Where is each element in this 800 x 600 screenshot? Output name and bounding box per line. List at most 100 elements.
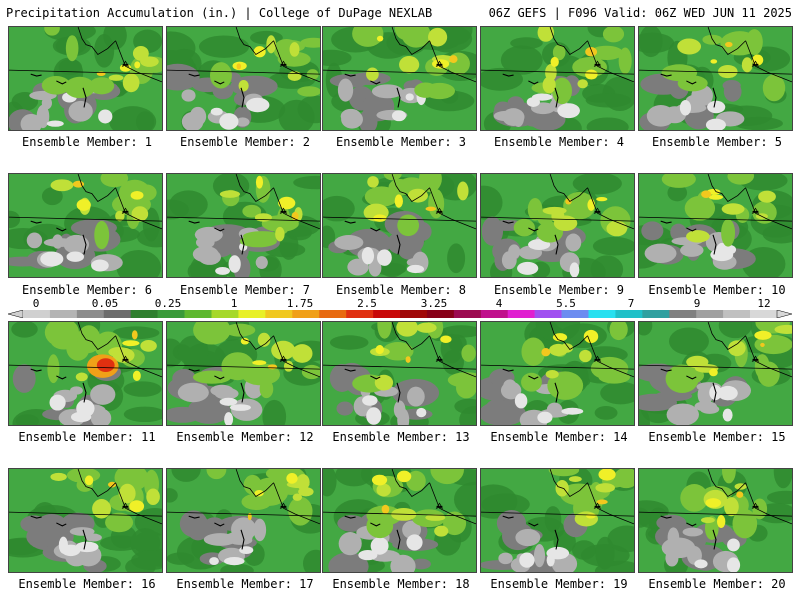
- colorbar-tick-label: 3.25: [420, 297, 448, 310]
- precip-map: [167, 322, 320, 425]
- colorbar-swatch: [238, 310, 266, 318]
- colorbar-swatch: [319, 310, 347, 318]
- colorbar-swatch: [76, 310, 105, 318]
- precip-map: [9, 469, 162, 572]
- precip-map: [481, 469, 634, 572]
- colorbar-swatch: [561, 310, 589, 318]
- precip-map: [639, 322, 792, 425]
- colorbar-tick-label: 0.05: [91, 297, 119, 310]
- colorbar-swatch: [534, 310, 562, 318]
- precip-map: [639, 469, 792, 572]
- colorbar-swatch: [507, 310, 535, 318]
- precip-map: [323, 469, 476, 572]
- colorbar-swatch: [292, 310, 320, 318]
- ensemble-panel: [8, 321, 163, 426]
- precip-map: [323, 27, 476, 130]
- precip-map: [9, 27, 162, 130]
- colorbar-swatch: [588, 310, 616, 318]
- colorbar-swatch: [750, 310, 778, 318]
- colorbar-max-arrow: [776, 310, 792, 318]
- precip-map: [9, 322, 162, 425]
- ensemble-panel: [480, 321, 635, 426]
- ensemble-panel: [638, 468, 793, 573]
- ensemble-panel: [8, 173, 163, 278]
- colorbar-tick-label: 7: [627, 297, 635, 310]
- precip-map: [9, 174, 162, 277]
- ensemble-member-label: Ensemble Member: 14: [490, 430, 628, 444]
- ensemble-member-label: Ensemble Member: 3: [335, 135, 467, 149]
- ensemble-panel: [480, 26, 635, 131]
- colorbar-swatch: [480, 310, 509, 318]
- precip-map: [481, 27, 634, 130]
- precip-map: [167, 174, 320, 277]
- colorbar-swatch: [211, 310, 239, 318]
- colorbar-tick-label: 5.5: [556, 297, 576, 310]
- ensemble-panel: [638, 173, 793, 278]
- ensemble-member-label: Ensemble Member: 1: [21, 135, 153, 149]
- ensemble-member-label: Ensemble Member: 7: [179, 283, 311, 297]
- ensemble-panel: [322, 321, 477, 426]
- colorbar-swatch: [130, 310, 158, 318]
- ensemble-member-label: Ensemble Member: 9: [493, 283, 625, 297]
- ensemble-member-label: Ensemble Member: 13: [332, 430, 470, 444]
- colorbar-swatch: [157, 310, 185, 318]
- ensemble-panel: [166, 173, 321, 278]
- ensemble-member-label: Ensemble Member: 4: [493, 135, 625, 149]
- colorbar-swatch: [615, 310, 643, 318]
- ensemble-panel: [638, 321, 793, 426]
- colorbar-tick-label: 4: [495, 297, 503, 310]
- ensemble-member-label: Ensemble Member: 6: [21, 283, 153, 297]
- precip-map: [323, 322, 476, 425]
- colorbar-min-arrow: [8, 310, 24, 318]
- precip-map: [481, 322, 634, 425]
- colorbar-tick-label: 9: [693, 297, 701, 310]
- colorbar-swatch: [23, 310, 51, 318]
- colorbar-tick-label: 12: [757, 297, 771, 310]
- ensemble-panel: [322, 468, 477, 573]
- ensemble-panel: [166, 26, 321, 131]
- ensemble-member-label: Ensemble Member: 19: [490, 577, 628, 591]
- ensemble-member-label: Ensemble Member: 11: [18, 430, 156, 444]
- ensemble-member-label: Ensemble Member: 16: [18, 577, 156, 591]
- valid-time: 06Z GEFS | F096 Valid: 06Z WED JUN 11 20…: [488, 6, 792, 20]
- ensemble-member-label: Ensemble Member: 17: [176, 577, 314, 591]
- ensemble-panel: [480, 173, 635, 278]
- colorbar-swatch: [184, 310, 212, 318]
- colorbar-tick-label: 2.5: [357, 297, 377, 310]
- ensemble-member-label: Ensemble Member: 20: [648, 577, 786, 591]
- ensemble-panel: [166, 321, 321, 426]
- colorbar-swatch: [373, 310, 401, 318]
- colorbar-swatch: [400, 310, 428, 318]
- ensemble-panel: [8, 468, 163, 573]
- colorbar-swatch: [426, 310, 455, 318]
- precip-map: [167, 27, 320, 130]
- colorbar-swatch: [49, 310, 78, 318]
- map-title: Precipitation Accumulation (in.) | Colle…: [6, 6, 433, 20]
- colorbar-tick-label: 1: [230, 297, 238, 310]
- ensemble-panel: [638, 26, 793, 131]
- ensemble-member-label: Ensemble Member: 10: [648, 283, 786, 297]
- precip-map: [167, 469, 320, 572]
- colorbar-tick-label: 0.25: [154, 297, 182, 310]
- ensemble-member-label: Ensemble Member: 5: [651, 135, 783, 149]
- colorbar-swatch: [346, 310, 374, 318]
- colorbar-swatch: [696, 310, 724, 318]
- colorbar-swatch: [642, 310, 670, 318]
- colorbar-swatch: [723, 310, 751, 318]
- colorbar-swatch: [265, 310, 293, 318]
- ensemble-panel: [480, 468, 635, 573]
- colorbar-swatch: [669, 310, 697, 318]
- ensemble-panel: [166, 468, 321, 573]
- ensemble-member-label: Ensemble Member: 2: [179, 135, 311, 149]
- ensemble-member-label: Ensemble Member: 8: [335, 283, 467, 297]
- ensemble-member-label: Ensemble Member: 18: [332, 577, 470, 591]
- ensemble-panel: [8, 26, 163, 131]
- ensemble-panel: [322, 173, 477, 278]
- ensemble-member-label: Ensemble Member: 15: [648, 430, 786, 444]
- precip-map: [323, 174, 476, 277]
- ensemble-panel: [322, 26, 477, 131]
- precip-map: [481, 174, 634, 277]
- colorbar-swatch: [453, 310, 482, 318]
- precipitation-colorbar: [8, 310, 792, 318]
- ensemble-member-label: Ensemble Member: 12: [176, 430, 314, 444]
